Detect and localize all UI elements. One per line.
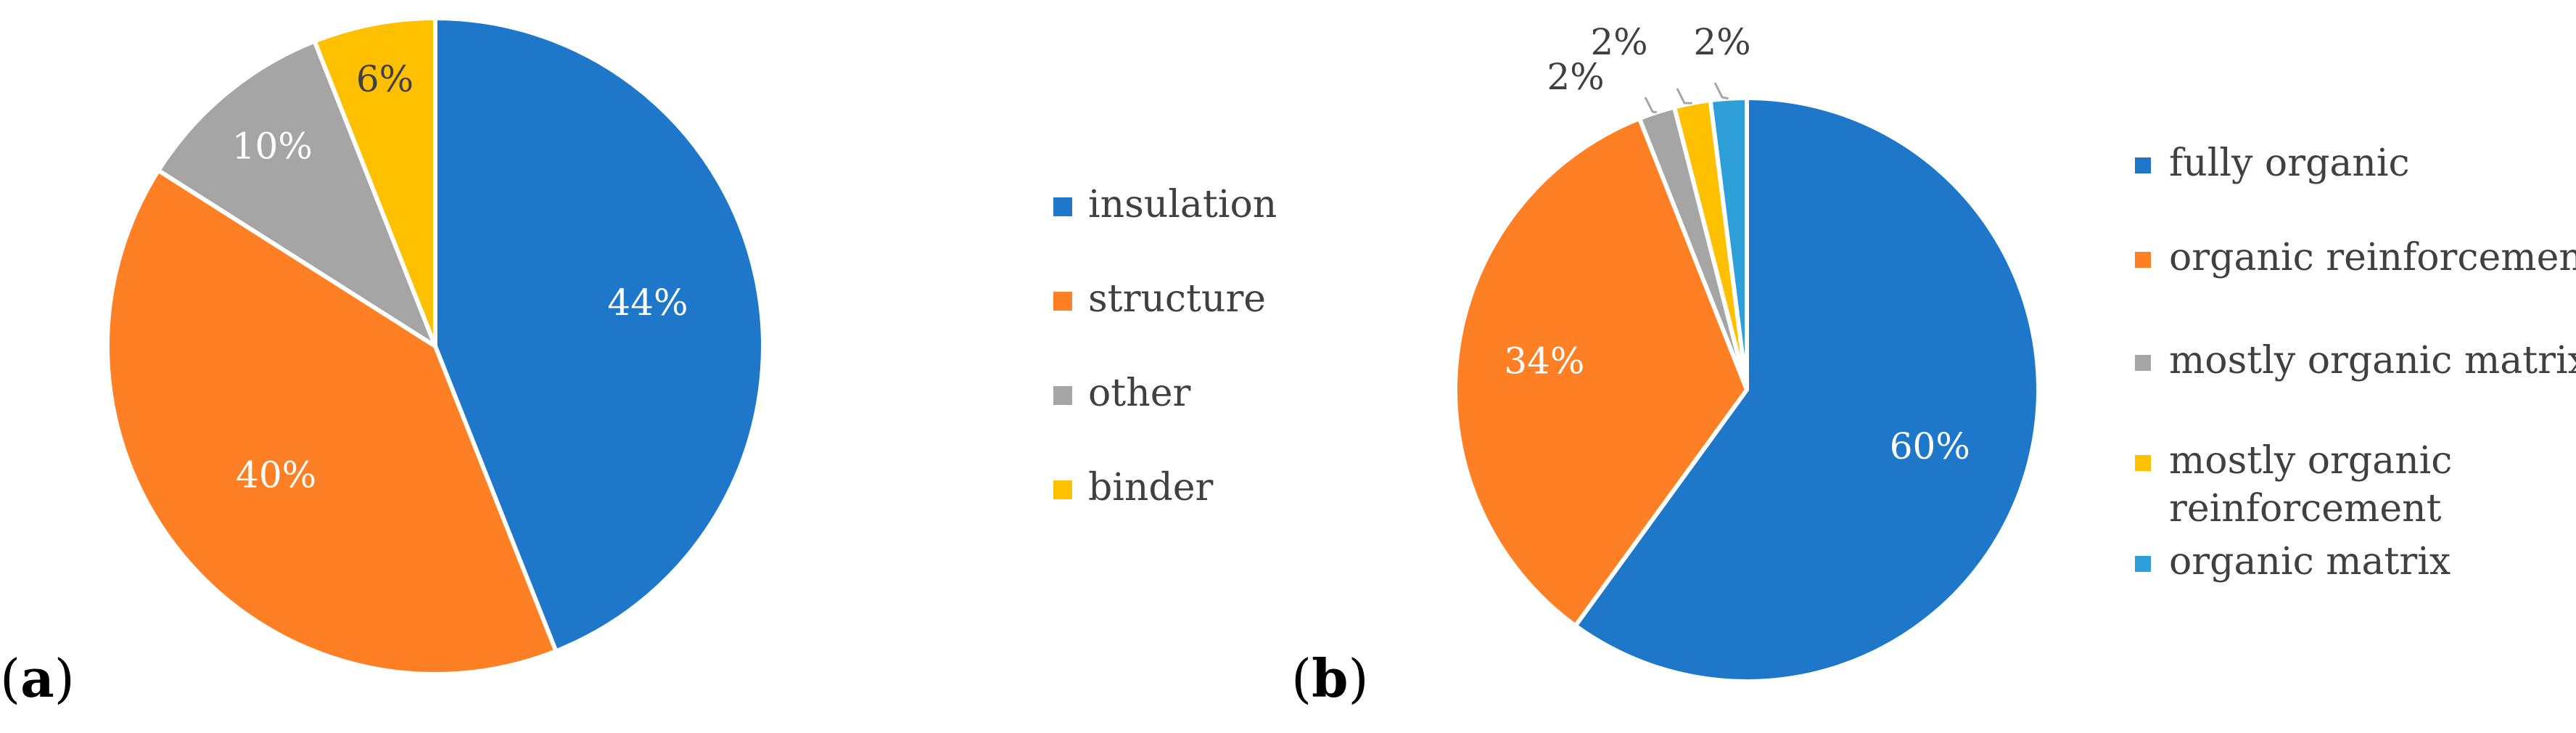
legend-item-binder: binder xyxy=(1053,466,1213,509)
pie-chart-a: 44% 40% 10% 6% insulation structure other bind… xyxy=(0,16,1277,709)
pie-slice-insulation xyxy=(433,16,765,654)
leader-line-mostly-organic-matrix xyxy=(1644,97,1657,114)
panel-label-b: (b) xyxy=(1291,647,1369,709)
legend-swatch-mostly-organic-reinforcement xyxy=(2135,455,2151,471)
panel-label-a: (a) xyxy=(0,647,75,709)
slice-label-binder: 6% xyxy=(356,58,413,100)
slice-label-structure: 40% xyxy=(236,454,316,496)
pie-b-labels: 60%34%2%2% 2% xyxy=(1504,21,1970,467)
legend-label-structure: structure xyxy=(1088,277,1266,321)
legend-swatch-insulation xyxy=(1053,197,1072,216)
legend-swatch-fully-organic xyxy=(2135,157,2151,173)
legend-item-insulation: insulation xyxy=(1053,183,1277,226)
legend-item-mostly-organic-reinforcement: mostly organic reinforcement xyxy=(2135,439,2452,531)
pie-slice-binder xyxy=(312,16,437,348)
slice-label-insulation: 44% xyxy=(607,282,688,324)
pie-slice-fully-organic xyxy=(1573,96,2041,684)
legend-label-organic-reinforcement: organic reinforcement xyxy=(2169,236,2576,279)
slice-label-mostly-organic-matrix: 2% xyxy=(1547,56,1604,98)
legend-label-organic-matrix: organic matrix xyxy=(2169,540,2451,583)
pie-b-slices xyxy=(1453,96,2041,684)
legend-swatch-mostly-organic-matrix xyxy=(2135,355,2151,371)
panel-label-a-letter: a xyxy=(20,647,54,709)
pie-b-leader-lines xyxy=(1644,82,1729,114)
legend-swatch-structure xyxy=(1053,292,1072,311)
pie-slice-structure xyxy=(105,168,559,676)
legend-item-structure: structure xyxy=(1053,277,1266,321)
leader-line-organic-matrix xyxy=(1713,82,1729,100)
slice-label-organic-reinforcement: 34% xyxy=(1504,340,1584,382)
legend-swatch-organic-reinforcement xyxy=(2135,252,2151,268)
pie-slice-other xyxy=(156,38,437,348)
legend-item-mostly-organic-matrix: mostly organic matrix xyxy=(2135,339,2576,382)
legend-label-fully-organic: fully organic xyxy=(2169,142,2410,185)
slice-label-mostly-organic-reinforcement: 2% xyxy=(1590,21,1647,63)
legend-item-organic-reinforcement: organic reinforcement xyxy=(2135,236,2576,279)
slice-label-other: 10% xyxy=(232,125,313,167)
slice-label-fully-organic: 60% xyxy=(1890,425,1970,467)
legend-label-binder: binder xyxy=(1088,466,1213,509)
pie-a-labels: 44% 40% 10% 6% xyxy=(232,58,688,496)
pie-a-slices xyxy=(105,16,765,676)
panel-label-b-letter: b xyxy=(1312,647,1348,709)
legend-a: insulation structure other binder xyxy=(1053,183,1277,509)
legend-b: fully organic organic reinforcement mostly… xyxy=(2135,142,2576,583)
pie-slice-organic-reinforcement xyxy=(1453,116,1749,628)
slice-label-organic-matrix: 2% xyxy=(1693,21,1750,63)
legend-item-organic-matrix: organic matrix xyxy=(2135,540,2451,583)
legend-label-insulation: insulation xyxy=(1088,183,1277,226)
legend-swatch-binder xyxy=(1053,480,1072,499)
legend-item-other: other xyxy=(1053,372,1190,415)
legend-swatch-organic-matrix xyxy=(2135,556,2151,572)
legend-label-mostly-organic-reinforcement: mostly organic reinforcement xyxy=(2169,439,2452,531)
legend-item-fully-organic: fully organic xyxy=(2135,142,2410,185)
leader-line-mostly-organic-reinforcement xyxy=(1676,88,1692,105)
legend-swatch-other xyxy=(1053,386,1072,405)
legend-label-mostly-organic-matrix: mostly organic matrix xyxy=(2169,339,2576,382)
legend-label-other: other xyxy=(1088,372,1190,415)
